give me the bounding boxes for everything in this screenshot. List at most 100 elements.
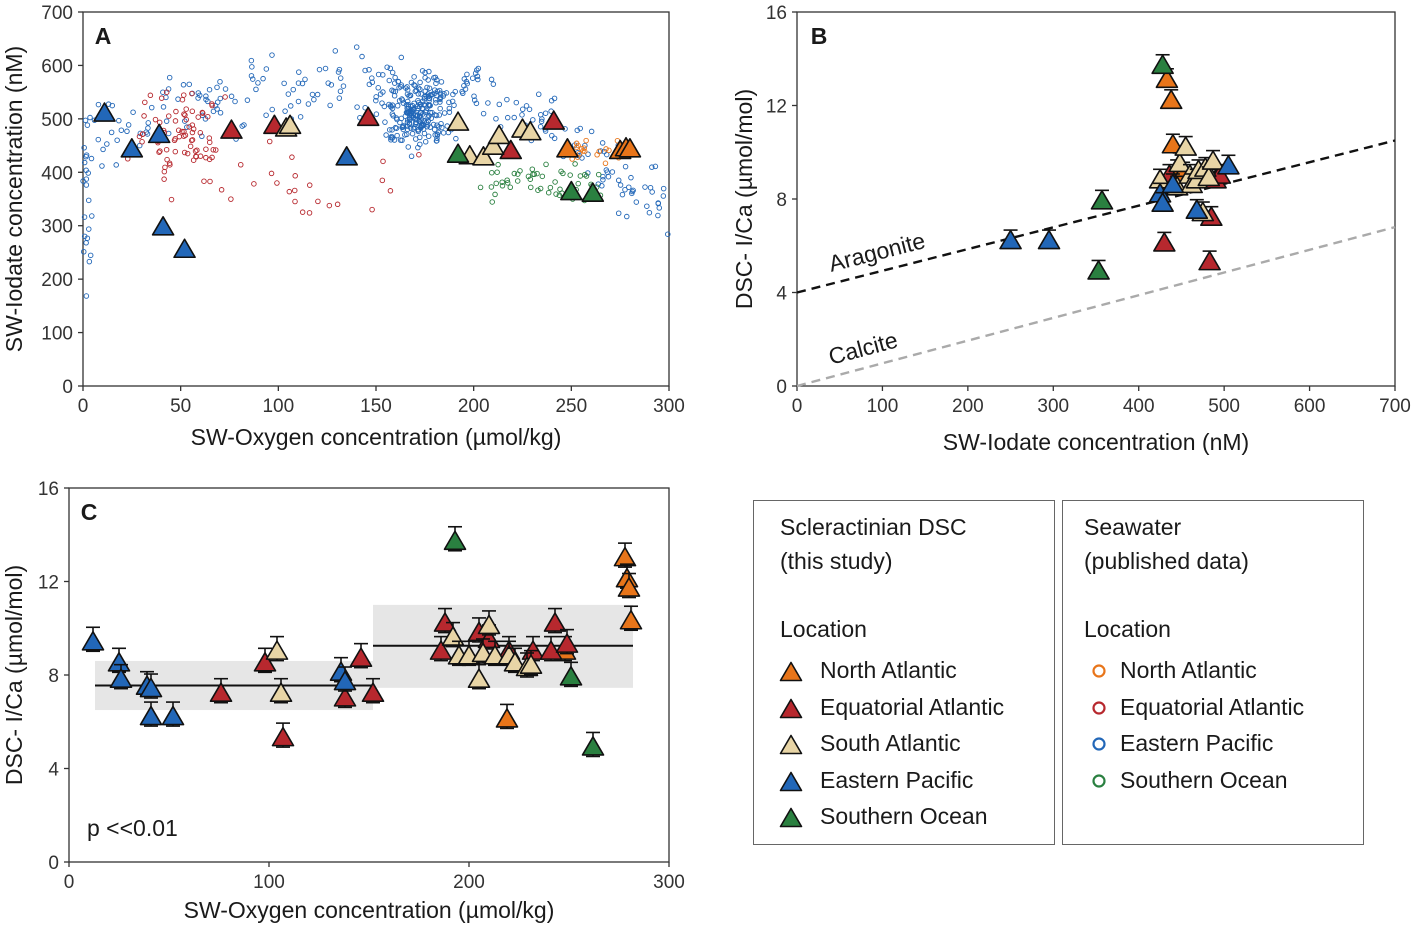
seawater-point (417, 79, 423, 86)
legend-item-label: Equatorial Atlantic (1120, 693, 1305, 720)
seawater-point (384, 64, 390, 70)
seawater-point (389, 105, 396, 112)
seawater-point (499, 179, 505, 185)
panel-b-letter: B (811, 23, 828, 49)
legend-triangle (779, 734, 803, 755)
seawater-point (514, 178, 521, 184)
panel-c-series-south-atlantic (265, 610, 543, 704)
panel-c-x-axis-label: SW-Oxygen concentration (µmol/kg) (184, 897, 555, 923)
panel-a-point-eastern-pacific (93, 102, 116, 122)
seawater-point (403, 85, 409, 91)
panel-b-series-southern-ocean (1087, 53, 1174, 280)
seawater-point (655, 212, 661, 219)
seawater-point (203, 96, 209, 103)
seawater-point (166, 113, 172, 119)
seawater-point (619, 191, 626, 198)
seawater-point (84, 122, 91, 128)
legend-coral-title: Scleractinian DSC (780, 514, 967, 540)
seawater-point (195, 95, 201, 101)
seawater-point (583, 137, 589, 144)
seawater-point (446, 109, 453, 115)
panel-b-x-tick-label: 600 (1294, 396, 1326, 417)
seawater-point (213, 147, 219, 153)
legend-south-atlantic-triangle-marker (779, 734, 803, 755)
seawater-point (335, 69, 342, 75)
seawater-point (528, 184, 534, 191)
panel-c-point-eastern-pacific (161, 705, 185, 726)
seawater-point (81, 159, 88, 166)
panel-c-point-southern-ocean (581, 736, 605, 756)
seawater-point (537, 185, 544, 192)
seawater-point (415, 128, 421, 135)
seawater-point (207, 178, 213, 185)
panel-a-point-eastern-pacific (147, 123, 171, 144)
seawater-point (190, 157, 197, 163)
seawater-point (217, 95, 224, 102)
seawater-point (399, 97, 406, 103)
seawater-point (453, 135, 459, 142)
panel-c-point-south-atlantic (519, 654, 543, 674)
seawater-point (391, 93, 398, 99)
seawater-point (292, 187, 298, 194)
seawater-point (287, 103, 294, 109)
seawater-point (145, 120, 151, 126)
seawater-point (626, 184, 632, 190)
panel-c-series-eastern-pacific (81, 626, 357, 727)
seawater-point (552, 179, 558, 185)
seawater-point (475, 76, 481, 83)
seawater-point (504, 96, 510, 103)
legend-triangle (779, 807, 803, 828)
seawater-point (426, 95, 432, 102)
seawater-point (114, 137, 120, 143)
panel-a-point-eastern-pacific (151, 216, 175, 236)
seawater-point (652, 163, 659, 170)
seawater-point (474, 67, 480, 73)
seawater-point (179, 128, 185, 135)
seawater-point (432, 87, 438, 93)
seawater-point (549, 132, 555, 139)
seawater-point (124, 128, 130, 135)
seawater-point (416, 99, 422, 106)
seawater-point (504, 180, 511, 186)
seawater-point (305, 101, 312, 107)
seawater-point (471, 97, 478, 103)
seawater-point (176, 133, 183, 140)
seawater-point (529, 166, 536, 172)
seawater-point (404, 98, 411, 105)
seawater-point (583, 173, 590, 179)
seawater-point (413, 113, 420, 119)
seawater-point (665, 231, 671, 237)
seawater-point (622, 186, 628, 193)
seawater-point (295, 98, 302, 105)
panel-c: 0 100 200 300 0 4 8 12 16 SW-Oxygen concentration… (1, 479, 685, 923)
seawater-point (171, 137, 178, 144)
legend-triangle (779, 661, 803, 682)
seawater-point (574, 127, 581, 134)
legend-item-label: Southern Ocean (820, 803, 988, 829)
seawater-point (412, 136, 419, 142)
seawater-point (87, 252, 94, 259)
seawater-point (196, 92, 203, 99)
seawater-point (80, 249, 87, 255)
panel-c-point-south-atlantic (265, 640, 289, 660)
seawater-point (551, 135, 558, 142)
seawater-point (471, 93, 477, 100)
seawater-point (164, 156, 170, 163)
seawater-point (433, 138, 440, 144)
seawater-point (188, 137, 195, 144)
seawater-point (152, 116, 159, 123)
seawater-point (359, 53, 365, 60)
legend-circle (1092, 664, 1106, 678)
seawater-point (408, 79, 415, 86)
seawater-point (95, 136, 102, 143)
seawater-point (389, 127, 395, 133)
seawater-point (379, 72, 386, 78)
seawater-point (203, 93, 209, 99)
panel-b-point-eastern-pacific (1185, 199, 1209, 219)
seawater-point (489, 199, 495, 205)
seawater-point (425, 101, 432, 108)
seawater-point (142, 99, 148, 106)
seawater-point (425, 77, 431, 83)
seawater-point (410, 125, 417, 132)
legend-north-atlantic-triangle-marker (779, 661, 803, 682)
